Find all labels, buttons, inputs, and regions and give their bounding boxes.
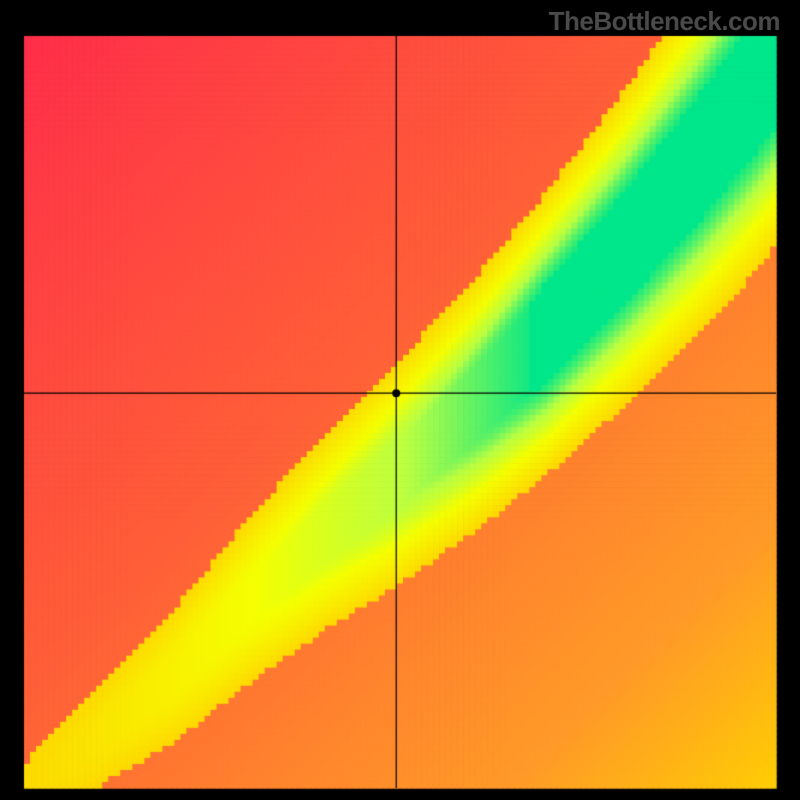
bottleneck-heatmap (0, 0, 800, 800)
watermark-text: TheBottleneck.com (549, 6, 780, 37)
chart-wrapper: TheBottleneck.com (0, 0, 800, 800)
